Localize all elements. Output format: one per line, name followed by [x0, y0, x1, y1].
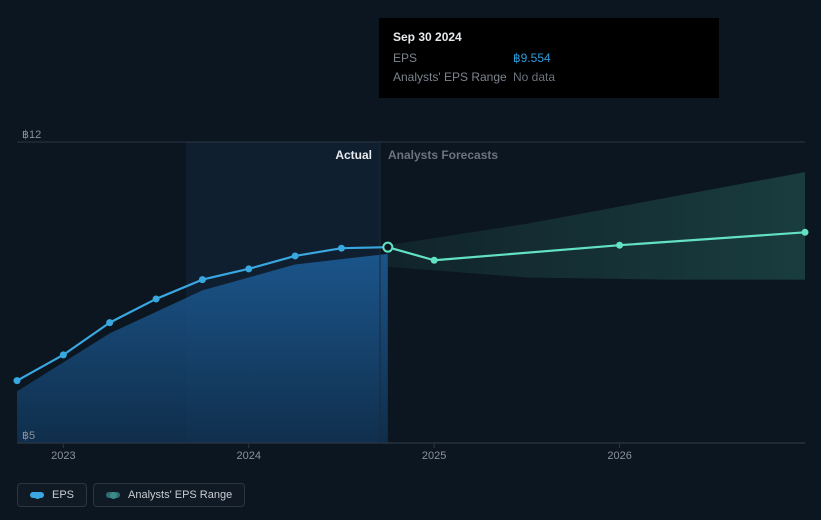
tooltip-row-label: EPS — [393, 49, 513, 68]
eps-actual-marker[interactable] — [245, 265, 252, 272]
eps-actual-marker[interactable] — [106, 319, 113, 326]
eps-swatch-icon — [30, 492, 44, 498]
section-label-actual: Actual — [312, 148, 372, 162]
x-tick-label: 2024 — [237, 450, 261, 462]
highlight-marker[interactable] — [383, 243, 392, 252]
tooltip-row: Analysts' EPS RangeNo data — [393, 68, 705, 87]
eps-actual-marker[interactable] — [14, 377, 21, 384]
x-tick-label: 2025 — [422, 450, 446, 462]
eps-actual-marker[interactable] — [292, 252, 299, 259]
legend-item-range[interactable]: Analysts' EPS Range — [93, 483, 245, 507]
range-swatch-icon — [106, 492, 120, 498]
y-tick-label: ฿12 — [22, 128, 41, 141]
x-tick-label: 2023 — [51, 450, 75, 462]
eps-actual-marker[interactable] — [153, 295, 160, 302]
tooltip-row: EPS฿9.554 — [393, 49, 705, 68]
eps-actual-marker[interactable] — [338, 245, 345, 252]
chart-tooltip: Sep 30 2024 EPS฿9.554Analysts' EPS Range… — [379, 18, 719, 98]
forecast-range-area — [388, 172, 805, 280]
tooltip-row-label: Analysts' EPS Range — [393, 68, 513, 87]
eps-forecast-marker[interactable] — [431, 257, 438, 264]
legend-item-label: Analysts' EPS Range — [128, 489, 232, 501]
legend-item-eps[interactable]: EPS — [17, 483, 87, 507]
eps-actual-marker[interactable] — [199, 276, 206, 283]
tooltip-date: Sep 30 2024 — [393, 28, 705, 47]
eps-chart-container: ฿12 ฿5 2023 2024 2025 2026 Actual Analysts F… — [0, 0, 821, 520]
y-tick-label: ฿5 — [22, 429, 35, 442]
eps-actual-marker[interactable] — [60, 351, 67, 358]
eps-forecast-marker[interactable] — [802, 229, 809, 236]
eps-forecast-marker[interactable] — [616, 242, 623, 249]
tooltip-row-value: No data — [513, 68, 555, 87]
chart-legend: EPS Analysts' EPS Range — [17, 483, 245, 507]
tooltip-row-value: ฿9.554 — [513, 49, 551, 68]
section-label-forecast: Analysts Forecasts — [388, 148, 498, 162]
x-tick-label: 2026 — [607, 450, 631, 462]
legend-item-label: EPS — [52, 489, 74, 501]
